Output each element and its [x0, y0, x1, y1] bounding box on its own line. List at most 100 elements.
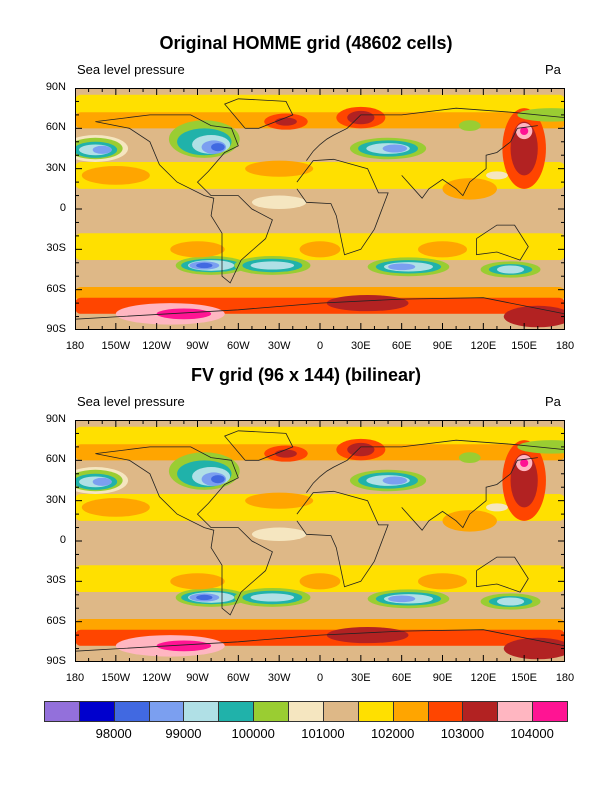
lat-label: 30S — [46, 574, 66, 587]
lon-label: 60W — [227, 340, 250, 352]
pressure-contour — [520, 126, 529, 136]
pressure-contour — [196, 262, 213, 269]
lon-label: 30W — [267, 672, 291, 684]
plot-title: Original HOMME grid (48602 cells) — [159, 33, 453, 53]
pressure-contour — [245, 492, 314, 509]
colorbar-label: 101000 — [301, 726, 345, 741]
pressure-contour — [442, 178, 497, 200]
coastline — [224, 430, 294, 461]
pressure-contour — [211, 143, 225, 152]
map-panel-1 — [75, 88, 565, 330]
pressure-contour — [520, 458, 529, 468]
lon-label: 60E — [391, 340, 412, 352]
coastline — [476, 556, 529, 593]
pressure-contour — [250, 593, 295, 602]
colorbar-box — [497, 701, 534, 722]
lat-label: 60N — [45, 121, 66, 134]
lon-label: 30E — [351, 672, 371, 684]
colorbar-box — [113, 701, 150, 722]
pressure-contour — [388, 595, 416, 603]
pressure-contour — [170, 241, 225, 258]
pressure-contour — [347, 110, 375, 125]
lat-label: 60N — [45, 453, 66, 466]
lon-label: 120E — [470, 672, 497, 684]
lon-label: 150W — [101, 340, 131, 352]
colorbar-box — [392, 701, 429, 722]
pressure-contour — [211, 475, 225, 484]
lat-label: 0 — [59, 202, 66, 214]
pressure-contour — [442, 510, 497, 532]
lon-label: 90E — [432, 672, 453, 684]
lat-label: 90S — [46, 323, 66, 335]
colorbar-box — [357, 701, 394, 722]
coastline — [224, 98, 294, 129]
lat-label: 30N — [45, 493, 66, 506]
pressure-contour — [275, 117, 297, 126]
coastline — [476, 224, 529, 261]
pressure-contour — [388, 263, 416, 271]
lon-label: 0 — [316, 672, 324, 684]
lat-label: 60S — [46, 614, 66, 627]
lat-label: 0 — [59, 534, 66, 546]
pressure-contour — [170, 573, 225, 590]
pressure-contour — [486, 171, 508, 180]
colorbar-box — [78, 701, 115, 722]
coastline — [95, 114, 273, 284]
pressure-contour — [156, 640, 212, 652]
colorbar-box — [462, 701, 499, 722]
pressure-contour — [275, 449, 297, 458]
pressure-band — [75, 94, 565, 115]
pressure-contour — [196, 594, 213, 601]
lon-label: 90W — [186, 340, 209, 352]
colorbar-box — [218, 701, 255, 722]
pressure-contour — [382, 144, 408, 153]
pressure-contour — [496, 265, 525, 274]
lon-label: 120E — [470, 340, 497, 352]
pressure-contour — [81, 165, 150, 185]
colorbar-box — [532, 701, 568, 722]
plot-title: FV grid (96 x 144) (bilinear) — [190, 365, 422, 385]
colorbar-label: 99000 — [165, 726, 202, 741]
pressure-contour — [418, 241, 467, 258]
colorbar-label: 104000 — [510, 726, 554, 741]
pressure-contour — [299, 241, 341, 258]
coastline — [401, 125, 538, 199]
lon-label: 180 — [555, 672, 575, 684]
pressure-contour — [326, 295, 409, 312]
pressure-band — [75, 112, 565, 129]
lon-label: 180 — [65, 340, 85, 352]
pressure-contour — [156, 308, 212, 320]
lat-label: 90N — [45, 413, 66, 425]
pressure-band — [75, 618, 565, 633]
pressure-band — [75, 286, 565, 301]
lon-label: 30W — [267, 340, 291, 352]
pressure-contour — [245, 160, 314, 177]
colorbar-box — [44, 701, 80, 722]
lon-label: 120W — [142, 340, 172, 352]
colorbar-box — [183, 701, 220, 722]
lat-label: 90N — [45, 81, 66, 93]
lon-label: 150E — [511, 340, 537, 352]
coastline — [401, 457, 538, 531]
pressure-band — [75, 426, 565, 447]
coastline — [95, 446, 273, 616]
colorbar-box — [148, 701, 185, 722]
lon-label: 180 — [555, 340, 575, 352]
colorbar-label: 103000 — [440, 726, 485, 741]
pressure-contour — [250, 261, 295, 270]
coastline — [306, 439, 565, 493]
colorbar-label: 98000 — [95, 726, 132, 741]
lat-label: 30S — [46, 242, 66, 255]
colorbar-box — [253, 701, 290, 722]
pressure-contour — [382, 476, 408, 485]
left-string: Sea level pressure — [77, 62, 185, 77]
colorbar-box — [427, 701, 464, 722]
pressure-contour — [251, 195, 307, 209]
pressure-contour — [496, 597, 525, 606]
pressure-contour — [251, 527, 307, 541]
units-label: Pa — [545, 62, 561, 77]
lon-label: 180 — [65, 672, 85, 684]
lon-label: 30E — [351, 340, 371, 352]
lon-label: 120W — [142, 672, 172, 684]
